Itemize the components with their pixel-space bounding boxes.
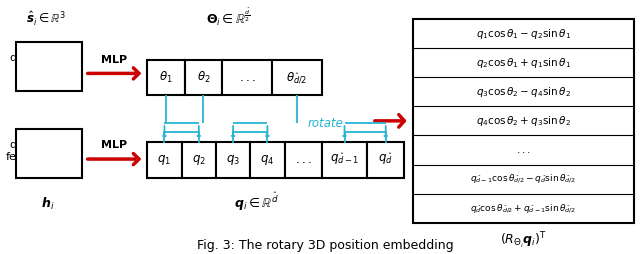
Text: MLP: MLP [102, 140, 127, 150]
Text: Fig. 3: The rotary 3D position embedding: Fig. 3: The rotary 3D position embedding [197, 239, 454, 252]
Text: $...$: $...$ [516, 145, 531, 155]
FancyBboxPatch shape [147, 59, 185, 96]
Text: $\hat{\boldsymbol{s}}_i \in \mathbb{R}^3$: $\hat{\boldsymbol{s}}_i \in \mathbb{R}^3… [26, 10, 65, 28]
Text: query
feature: query feature [5, 140, 46, 162]
Text: $...$: $...$ [239, 71, 255, 84]
Text: query
pos: query pos [10, 53, 42, 75]
Text: $q_1\cos\theta_1 - q_2\sin\theta_1$: $q_1\cos\theta_1 - q_2\sin\theta_1$ [476, 26, 571, 41]
Text: $\boldsymbol{q}_i \in \mathbb{R}^{\hat{d}}$: $\boldsymbol{q}_i \in \mathbb{R}^{\hat{d… [234, 190, 279, 213]
FancyBboxPatch shape [147, 142, 182, 178]
Text: $\theta_{\hat{d}/2}$: $\theta_{\hat{d}/2}$ [287, 70, 308, 85]
Text: $...$: $...$ [295, 153, 312, 166]
Text: rotate: rotate [307, 117, 343, 130]
FancyBboxPatch shape [322, 142, 367, 178]
FancyBboxPatch shape [285, 142, 322, 178]
FancyBboxPatch shape [250, 142, 285, 178]
Text: $q_{\hat{d}-1}\cos\theta_{\hat{d}/2} - q_{\hat{d}}\sin\theta_{\hat{d}/2}$: $q_{\hat{d}-1}\cos\theta_{\hat{d}/2} - q… [470, 173, 577, 185]
Text: $(R_{\Theta_i}\boldsymbol{q}_i)^\mathrm{T}$: $(R_{\Theta_i}\boldsymbol{q}_i)^\mathrm{… [500, 231, 547, 251]
Text: $\theta_1$: $\theta_1$ [159, 70, 173, 85]
Text: $\boldsymbol{h}_i$: $\boldsymbol{h}_i$ [41, 196, 54, 212]
Text: $\boldsymbol{\Theta}_i \in \mathbb{R}^{\frac{\hat{d}}{2}}$: $\boldsymbol{\Theta}_i \in \mathbb{R}^{\… [206, 6, 251, 28]
FancyBboxPatch shape [185, 59, 222, 96]
Text: $\theta_2$: $\theta_2$ [196, 70, 211, 85]
FancyBboxPatch shape [367, 142, 404, 178]
FancyBboxPatch shape [272, 59, 322, 96]
Text: $q_3\cos\theta_2 - q_4\sin\theta_2$: $q_3\cos\theta_2 - q_4\sin\theta_2$ [476, 85, 571, 99]
FancyBboxPatch shape [182, 142, 216, 178]
Text: $q_{\hat{d}}$: $q_{\hat{d}}$ [378, 152, 393, 167]
Text: MLP: MLP [102, 55, 127, 65]
FancyBboxPatch shape [16, 42, 82, 91]
FancyBboxPatch shape [413, 19, 634, 223]
Text: $q_1$: $q_1$ [157, 153, 172, 167]
Text: $q_{\hat{d}}\cos\theta_{\hat{d}/2} + q_{\hat{d}-1}\sin\theta_{\hat{d}/2}$: $q_{\hat{d}}\cos\theta_{\hat{d}/2} + q_{… [470, 202, 577, 215]
Text: $q_4$: $q_4$ [260, 153, 275, 167]
Text: $q_2$: $q_2$ [192, 153, 205, 167]
FancyBboxPatch shape [216, 142, 250, 178]
Text: $q_4\cos\theta_2 + q_3\sin\theta_2$: $q_4\cos\theta_2 + q_3\sin\theta_2$ [476, 114, 571, 128]
Text: $q_3$: $q_3$ [226, 153, 240, 167]
Text: $q_2\cos\theta_1 + q_1\sin\theta_1$: $q_2\cos\theta_1 + q_1\sin\theta_1$ [476, 56, 571, 70]
FancyBboxPatch shape [222, 59, 272, 96]
Text: $q_{\hat{d}-1}$: $q_{\hat{d}-1}$ [330, 152, 359, 167]
FancyBboxPatch shape [16, 129, 82, 178]
